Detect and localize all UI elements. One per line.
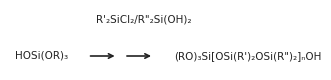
Text: (RO)₃Si[OSi(R')₂OSi(R")₂]ₙOH: (RO)₃Si[OSi(R')₂OSi(R")₂]ₙOH <box>174 51 321 61</box>
Text: HOSi(OR)₃: HOSi(OR)₃ <box>15 51 68 61</box>
Text: R'₂SiCl₂/R"₂Si(OH)₂: R'₂SiCl₂/R"₂Si(OH)₂ <box>96 14 192 24</box>
